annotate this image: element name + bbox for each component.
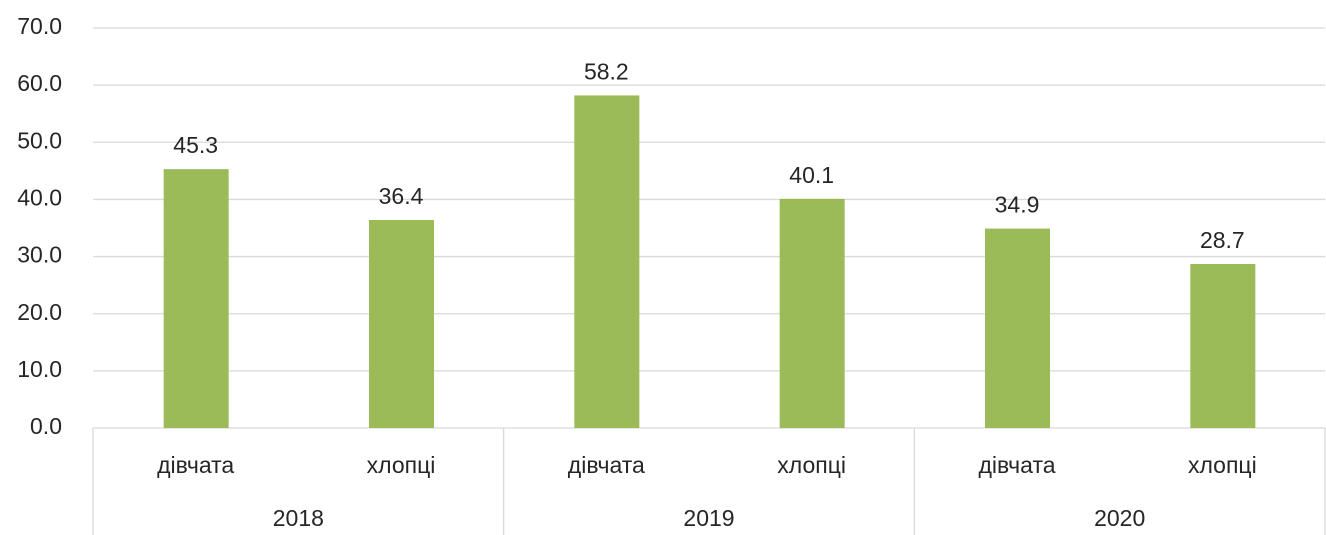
value-label: 36.4 [379,183,424,209]
bar [1190,264,1256,428]
bar [163,169,229,428]
group-label: 2018 [273,505,324,531]
bar [574,95,640,428]
y-tick-label: 20.0 [17,299,62,325]
x-tick-label: хлопці [777,452,846,478]
y-tick-label: 50.0 [17,127,62,153]
x-tick-label: дівчата [157,452,234,478]
x-tick-label: дівчата [568,452,645,478]
value-label: 34.9 [995,192,1040,218]
x-tick-label: хлопці [1188,452,1257,478]
bar [369,220,434,428]
x-tick-label: хлопці [367,452,436,478]
x-tick-label: дівчата [978,452,1055,478]
value-label: 45.3 [173,132,218,158]
bar [985,228,1050,428]
group-label: 2020 [1094,505,1145,531]
y-tick-label: 10.0 [17,356,62,382]
bar [779,198,845,428]
value-label: 40.1 [789,162,834,188]
y-tick-label: 0.0 [30,413,62,439]
value-label: 58.2 [584,59,629,85]
y-tick-label: 30.0 [17,242,62,268]
value-label: 28.7 [1200,227,1245,253]
group-label: 2019 [683,505,734,531]
y-tick-label: 70.0 [17,13,62,39]
y-tick-label: 60.0 [17,70,62,96]
y-tick-label: 40.0 [17,185,62,211]
